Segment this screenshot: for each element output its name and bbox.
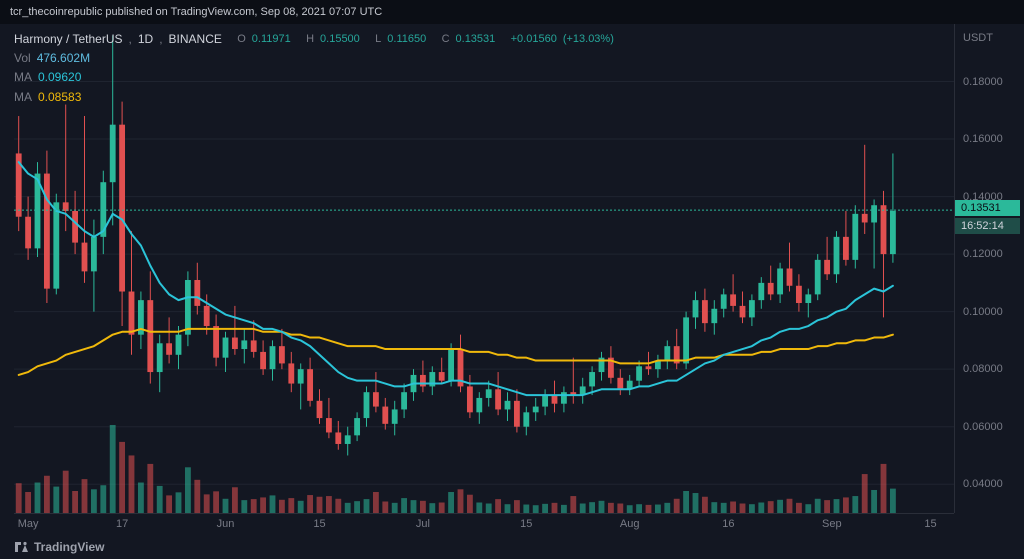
publish-text: tcr_thecoinrepublic published on Trading… [10, 6, 382, 18]
exchange-label: BINANCE [169, 30, 222, 49]
ohlc-close-label: C [442, 31, 450, 49]
volume-value: 476.602M [37, 49, 90, 68]
ohlc-close-value: 0.13531 [456, 31, 496, 49]
ohlc-open-label: O [237, 31, 246, 49]
x-tick: 16 [722, 518, 734, 530]
x-tick: 15 [924, 518, 936, 530]
volume-label: Vol [14, 49, 31, 68]
countdown-tag: 16:52:14 [955, 218, 1020, 234]
x-tick: 15 [520, 518, 532, 530]
ma1-row: MA 0.09620 [14, 68, 614, 87]
symbol-name: Harmony / TetherUS [14, 30, 123, 49]
ma2-row: MA 0.08583 [14, 88, 614, 107]
volume-row: Vol 476.602M [14, 49, 614, 68]
publish-banner: tcr_thecoinrepublic published on Trading… [0, 0, 1024, 24]
y-tick: 0.10000 [963, 306, 1003, 318]
y-tick: 0.06000 [963, 421, 1003, 433]
x-tick: 15 [313, 518, 325, 530]
symbol-row: Harmony / TetherUS , 1D , BINANCE O0.119… [14, 30, 614, 49]
ma1-value: 0.09620 [38, 68, 81, 87]
x-tick: May [18, 518, 39, 530]
ohlc-low-value: 0.11650 [387, 31, 426, 49]
watermark-text: TradingView [34, 540, 104, 554]
y-tick: 0.18000 [963, 76, 1003, 88]
y-tick: 0.12000 [963, 248, 1003, 260]
ohlc-high-label: H [306, 31, 314, 49]
y-tick: 0.04000 [963, 478, 1003, 490]
chart-frame: Harmony / TetherUS , 1D , BINANCE O0.119… [0, 24, 1024, 559]
ohlc-change-value: +0.01560 [511, 31, 557, 49]
y-tick: 0.16000 [963, 133, 1003, 145]
legend-block: Harmony / TetherUS , 1D , BINANCE O0.119… [14, 30, 614, 107]
x-tick: Jun [217, 518, 235, 530]
ma2-label: MA [14, 88, 32, 107]
price-axis[interactable]: USDT 0.04000 0.06000 0.08000 0.10000 0.12000… [954, 24, 1024, 513]
ohlc-open-value: 0.11971 [252, 31, 291, 49]
ma2-value: 0.08583 [38, 88, 81, 107]
x-tick: Aug [620, 518, 640, 530]
last-price-tag: 0.13531 [955, 200, 1020, 216]
tradingview-icon [14, 539, 30, 555]
axis-unit: USDT [963, 32, 993, 44]
ohlc-low-label: L [375, 31, 381, 49]
ohlc-high-value: 0.15500 [320, 31, 360, 49]
ohlc-change-pct: (+13.03%) [563, 31, 614, 49]
y-tick: 0.08000 [963, 363, 1003, 375]
x-tick: 17 [116, 518, 128, 530]
x-tick: Jul [416, 518, 430, 530]
watermark: TradingView [14, 539, 104, 555]
ma1-label: MA [14, 68, 32, 87]
time-axis[interactable]: May 17 Jun 15 Jul 15 Aug 16 Sep 15 [14, 513, 954, 535]
interval-label: 1D [138, 30, 153, 49]
x-tick: Sep [822, 518, 842, 530]
